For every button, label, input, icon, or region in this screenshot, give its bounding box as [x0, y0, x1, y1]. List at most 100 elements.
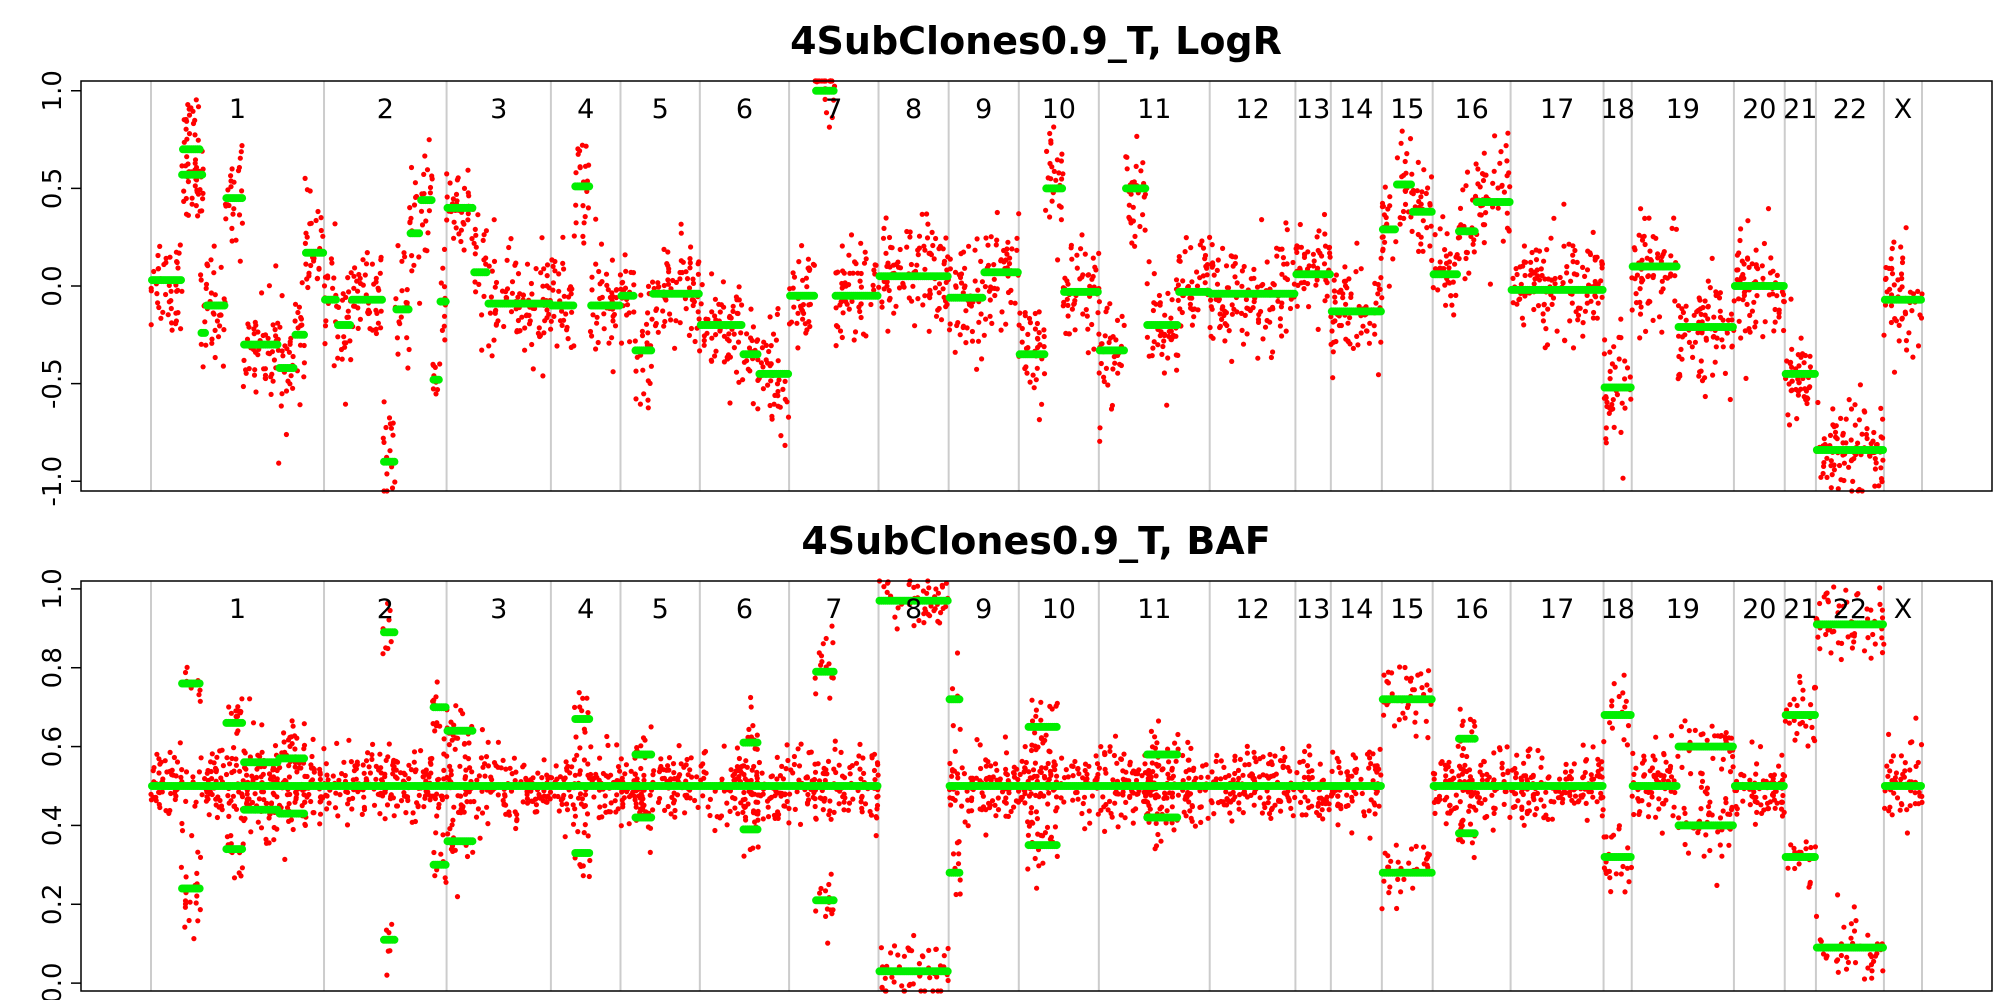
- segment-point: [1598, 285, 1607, 294]
- probe-point: [557, 318, 564, 324]
- probe-point: [1478, 212, 1484, 218]
- probe-point: [772, 392, 778, 398]
- probe-point: [1898, 271, 1905, 277]
- probe-point: [1749, 261, 1755, 267]
- probe-point: [533, 802, 540, 808]
- probe-point: [1059, 151, 1065, 157]
- probe-point: [589, 274, 595, 280]
- probe-point: [1584, 292, 1590, 298]
- probe-point: [427, 756, 433, 762]
- probe-point: [1279, 333, 1285, 339]
- probe-point: [434, 720, 440, 726]
- probe-point: [214, 814, 220, 821]
- probe-point: [472, 251, 478, 257]
- probe-point: [1053, 177, 1059, 183]
- probe-point: [504, 257, 510, 263]
- probe-point: [229, 166, 235, 172]
- probe-point: [730, 303, 736, 309]
- probe-point: [1287, 305, 1294, 312]
- probe-point: [1534, 267, 1540, 273]
- probe-point: [1528, 267, 1534, 273]
- probe-point: [1375, 291, 1381, 297]
- probe-point: [749, 767, 755, 773]
- probe-point: [1382, 184, 1388, 190]
- probe-point: [320, 233, 326, 239]
- probe-point: [1807, 364, 1813, 370]
- probe-point: [460, 219, 466, 226]
- probe-point: [483, 754, 490, 760]
- probe-point: [478, 755, 484, 761]
- probe-point: [200, 196, 206, 202]
- probe-point: [645, 310, 651, 316]
- probe-point: [437, 361, 443, 367]
- probe-point: [1173, 277, 1180, 283]
- probe-point: [444, 753, 450, 759]
- probe-point: [562, 834, 568, 840]
- probe-point: [733, 369, 740, 375]
- probe-point: [1107, 335, 1113, 341]
- probe-point: [357, 280, 364, 287]
- probe-point: [1041, 344, 1047, 350]
- probe-point: [1241, 263, 1247, 270]
- probe-point: [292, 301, 299, 307]
- probe-point: [795, 345, 801, 351]
- probe-point: [1096, 331, 1102, 337]
- probe-point: [1531, 281, 1537, 287]
- chromosome-label: 10: [1042, 94, 1076, 125]
- probe-point: [904, 244, 910, 250]
- probe-point: [1085, 350, 1091, 356]
- probe-point: [444, 171, 450, 177]
- probe-point: [744, 331, 750, 337]
- probe-point: [186, 131, 193, 137]
- probe-point: [655, 329, 661, 335]
- probe-point: [712, 827, 718, 834]
- probe-point: [1387, 203, 1393, 209]
- probe-point: [424, 167, 431, 173]
- probe-point: [550, 280, 557, 286]
- probe-point: [1220, 304, 1226, 310]
- probe-point: [1889, 266, 1895, 272]
- probe-point: [1031, 385, 1037, 391]
- probe-point: [1722, 370, 1728, 376]
- probe-point: [773, 337, 780, 343]
- probe-point: [671, 800, 677, 806]
- probe-point: [1162, 312, 1168, 318]
- probe-point: [1737, 237, 1743, 244]
- probe-point: [791, 304, 797, 310]
- probe-point: [1846, 464, 1852, 470]
- probe-point: [420, 769, 426, 775]
- probe-point: [186, 112, 193, 118]
- probe-point: [1142, 191, 1148, 197]
- probe-point: [840, 284, 846, 290]
- probe-point: [1301, 286, 1307, 292]
- probe-point: [1065, 302, 1071, 308]
- probe-point: [874, 794, 880, 800]
- probe-point: [1602, 337, 1608, 343]
- probe-point: [1056, 203, 1062, 209]
- probe-point: [259, 290, 265, 296]
- probe-point: [1229, 254, 1236, 260]
- probe-point: [1788, 296, 1794, 302]
- probe-point: [603, 271, 610, 277]
- probe-point: [247, 754, 253, 760]
- probe-point: [791, 274, 798, 280]
- probe-point: [173, 310, 179, 316]
- probe-point: [676, 743, 682, 749]
- probe-point: [574, 752, 580, 758]
- probe-point: [1058, 158, 1064, 164]
- probe-point: [231, 206, 237, 212]
- probe-point: [839, 334, 845, 341]
- probe-point: [163, 291, 169, 298]
- probe-point: [1702, 312, 1708, 318]
- probe-point: [229, 755, 235, 762]
- probe-point: [383, 927, 390, 933]
- probe-point: [1882, 276, 1889, 282]
- probe-point: [1234, 280, 1240, 286]
- probe-point: [462, 776, 468, 782]
- probe-point: [622, 252, 628, 258]
- probe-point: [1437, 259, 1443, 265]
- probe-point: [1774, 272, 1780, 278]
- probe-point: [1243, 296, 1249, 303]
- probe-point: [315, 208, 321, 215]
- probe-point: [1144, 334, 1150, 340]
